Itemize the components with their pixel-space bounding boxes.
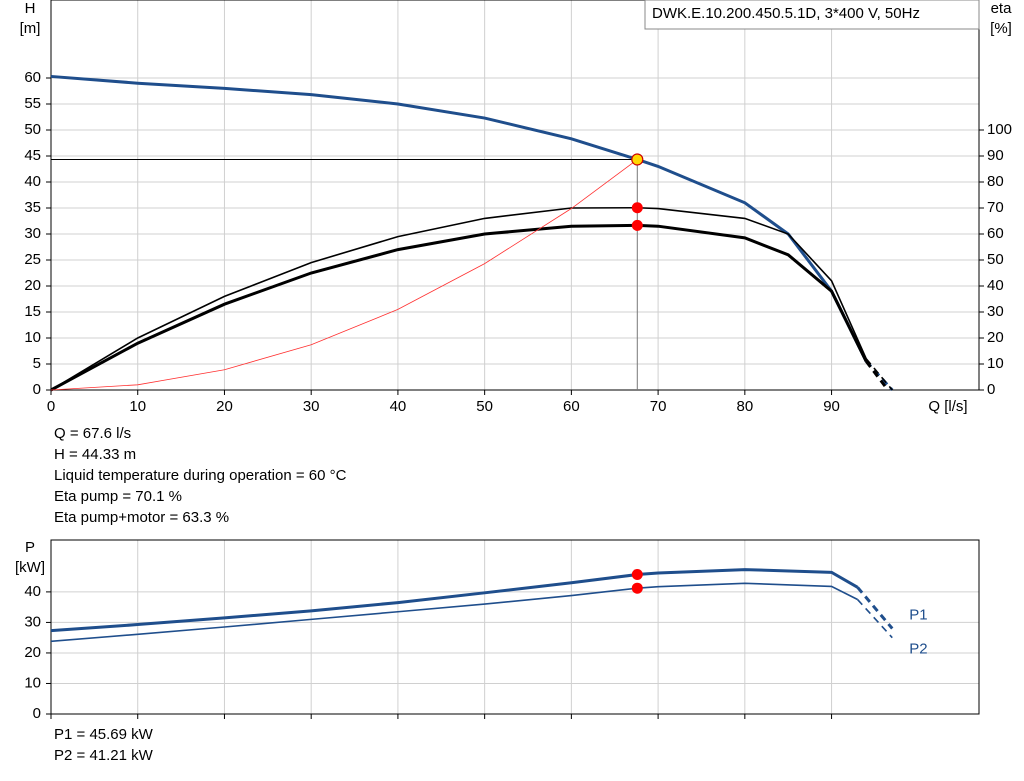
y2-tick-label: 50 <box>987 251 1004 268</box>
y2-tick-label: 60 <box>987 225 1004 242</box>
y2-tick-label: 80 <box>987 173 1004 190</box>
operating-point <box>631 582 643 594</box>
y2-tick-label: 90 <box>987 147 1004 164</box>
operating-point <box>631 202 643 214</box>
chart-title: DWK.E.10.200.450.5.1D, 3*400 V, 50Hz <box>652 5 920 22</box>
y-tick-label: 20 <box>24 644 41 661</box>
x-tick-label: 60 <box>563 398 580 415</box>
y-axis-label: [kW] <box>15 559 45 576</box>
x-tick-label: 20 <box>216 398 233 415</box>
curve <box>50 568 859 633</box>
y2-tick-label: 0 <box>987 381 995 398</box>
y-tick-label: 10 <box>24 674 41 691</box>
y-tick-label: 40 <box>24 583 41 600</box>
y-tick-label: 35 <box>24 199 41 216</box>
result-text: Eta pump = 70.1 % <box>54 488 182 505</box>
x-tick-label: 40 <box>390 398 407 415</box>
y-tick-label: 0 <box>33 705 41 722</box>
x-tick-label: 30 <box>303 398 320 415</box>
y2-tick-label: 10 <box>987 355 1004 372</box>
y2-axis-label: [%] <box>990 20 1012 37</box>
x-tick-label: 80 <box>736 398 753 415</box>
y-tick-label: 40 <box>24 173 41 190</box>
y-tick-label: 5 <box>33 355 41 372</box>
plot-frame <box>50 539 980 715</box>
curve <box>50 159 638 391</box>
operating-point <box>631 153 644 166</box>
result-text: P1 = 45.69 kW <box>54 726 154 743</box>
plot-frame <box>50 0 980 391</box>
title-box <box>644 0 980 30</box>
series-label: P1 <box>909 606 927 623</box>
result-text: H = 44.33 m <box>54 446 136 463</box>
y2-tick-label: 100 <box>987 121 1012 138</box>
y-axis-label: H <box>25 0 36 17</box>
curve-extrapolated <box>856 598 893 639</box>
x-axis-label: Q [l/s] <box>928 398 967 415</box>
y-axis-label: [m] <box>20 20 41 37</box>
x-tick-label: 50 <box>476 398 493 415</box>
y-tick-label: 50 <box>24 121 41 138</box>
x-tick-label: 10 <box>129 398 146 415</box>
y2-tick-label: 30 <box>987 303 1004 320</box>
y-tick-label: 25 <box>24 251 41 268</box>
result-text: Eta pump+motor = 63.3 % <box>54 509 229 526</box>
result-text: Liquid temperature during operation = 60… <box>54 467 347 484</box>
result-text: Q = 67.6 l/s <box>54 425 131 442</box>
y-tick-label: 45 <box>24 147 41 164</box>
y-axis-label: P <box>25 539 35 556</box>
x-tick-label: 90 <box>823 398 840 415</box>
curve <box>50 582 858 643</box>
y-tick-label: 60 <box>24 69 41 86</box>
series-label: P2 <box>909 641 927 658</box>
curve-extrapolated <box>865 358 893 391</box>
operating-point <box>631 219 643 231</box>
curve <box>50 223 868 392</box>
operating-point <box>631 569 643 581</box>
y-tick-label: 0 <box>33 381 41 398</box>
y2-tick-label: 20 <box>987 329 1004 346</box>
y2-axis-label: eta <box>991 0 1013 17</box>
y-tick-label: 15 <box>24 303 41 320</box>
y-tick-label: 10 <box>24 329 41 346</box>
y2-tick-label: 70 <box>987 199 1004 216</box>
y-tick-label: 55 <box>24 95 41 112</box>
curve <box>50 206 867 391</box>
curve-extrapolated <box>856 586 894 630</box>
result-text: P2 = 41.21 kW <box>54 747 154 764</box>
curve-extrapolated <box>865 360 890 391</box>
y-tick-label: 20 <box>24 277 41 294</box>
y2-tick-label: 40 <box>987 277 1004 294</box>
x-tick-label: 0 <box>47 398 55 415</box>
y-tick-label: 30 <box>24 613 41 630</box>
y-tick-label: 30 <box>24 225 41 242</box>
x-tick-label: 70 <box>650 398 667 415</box>
